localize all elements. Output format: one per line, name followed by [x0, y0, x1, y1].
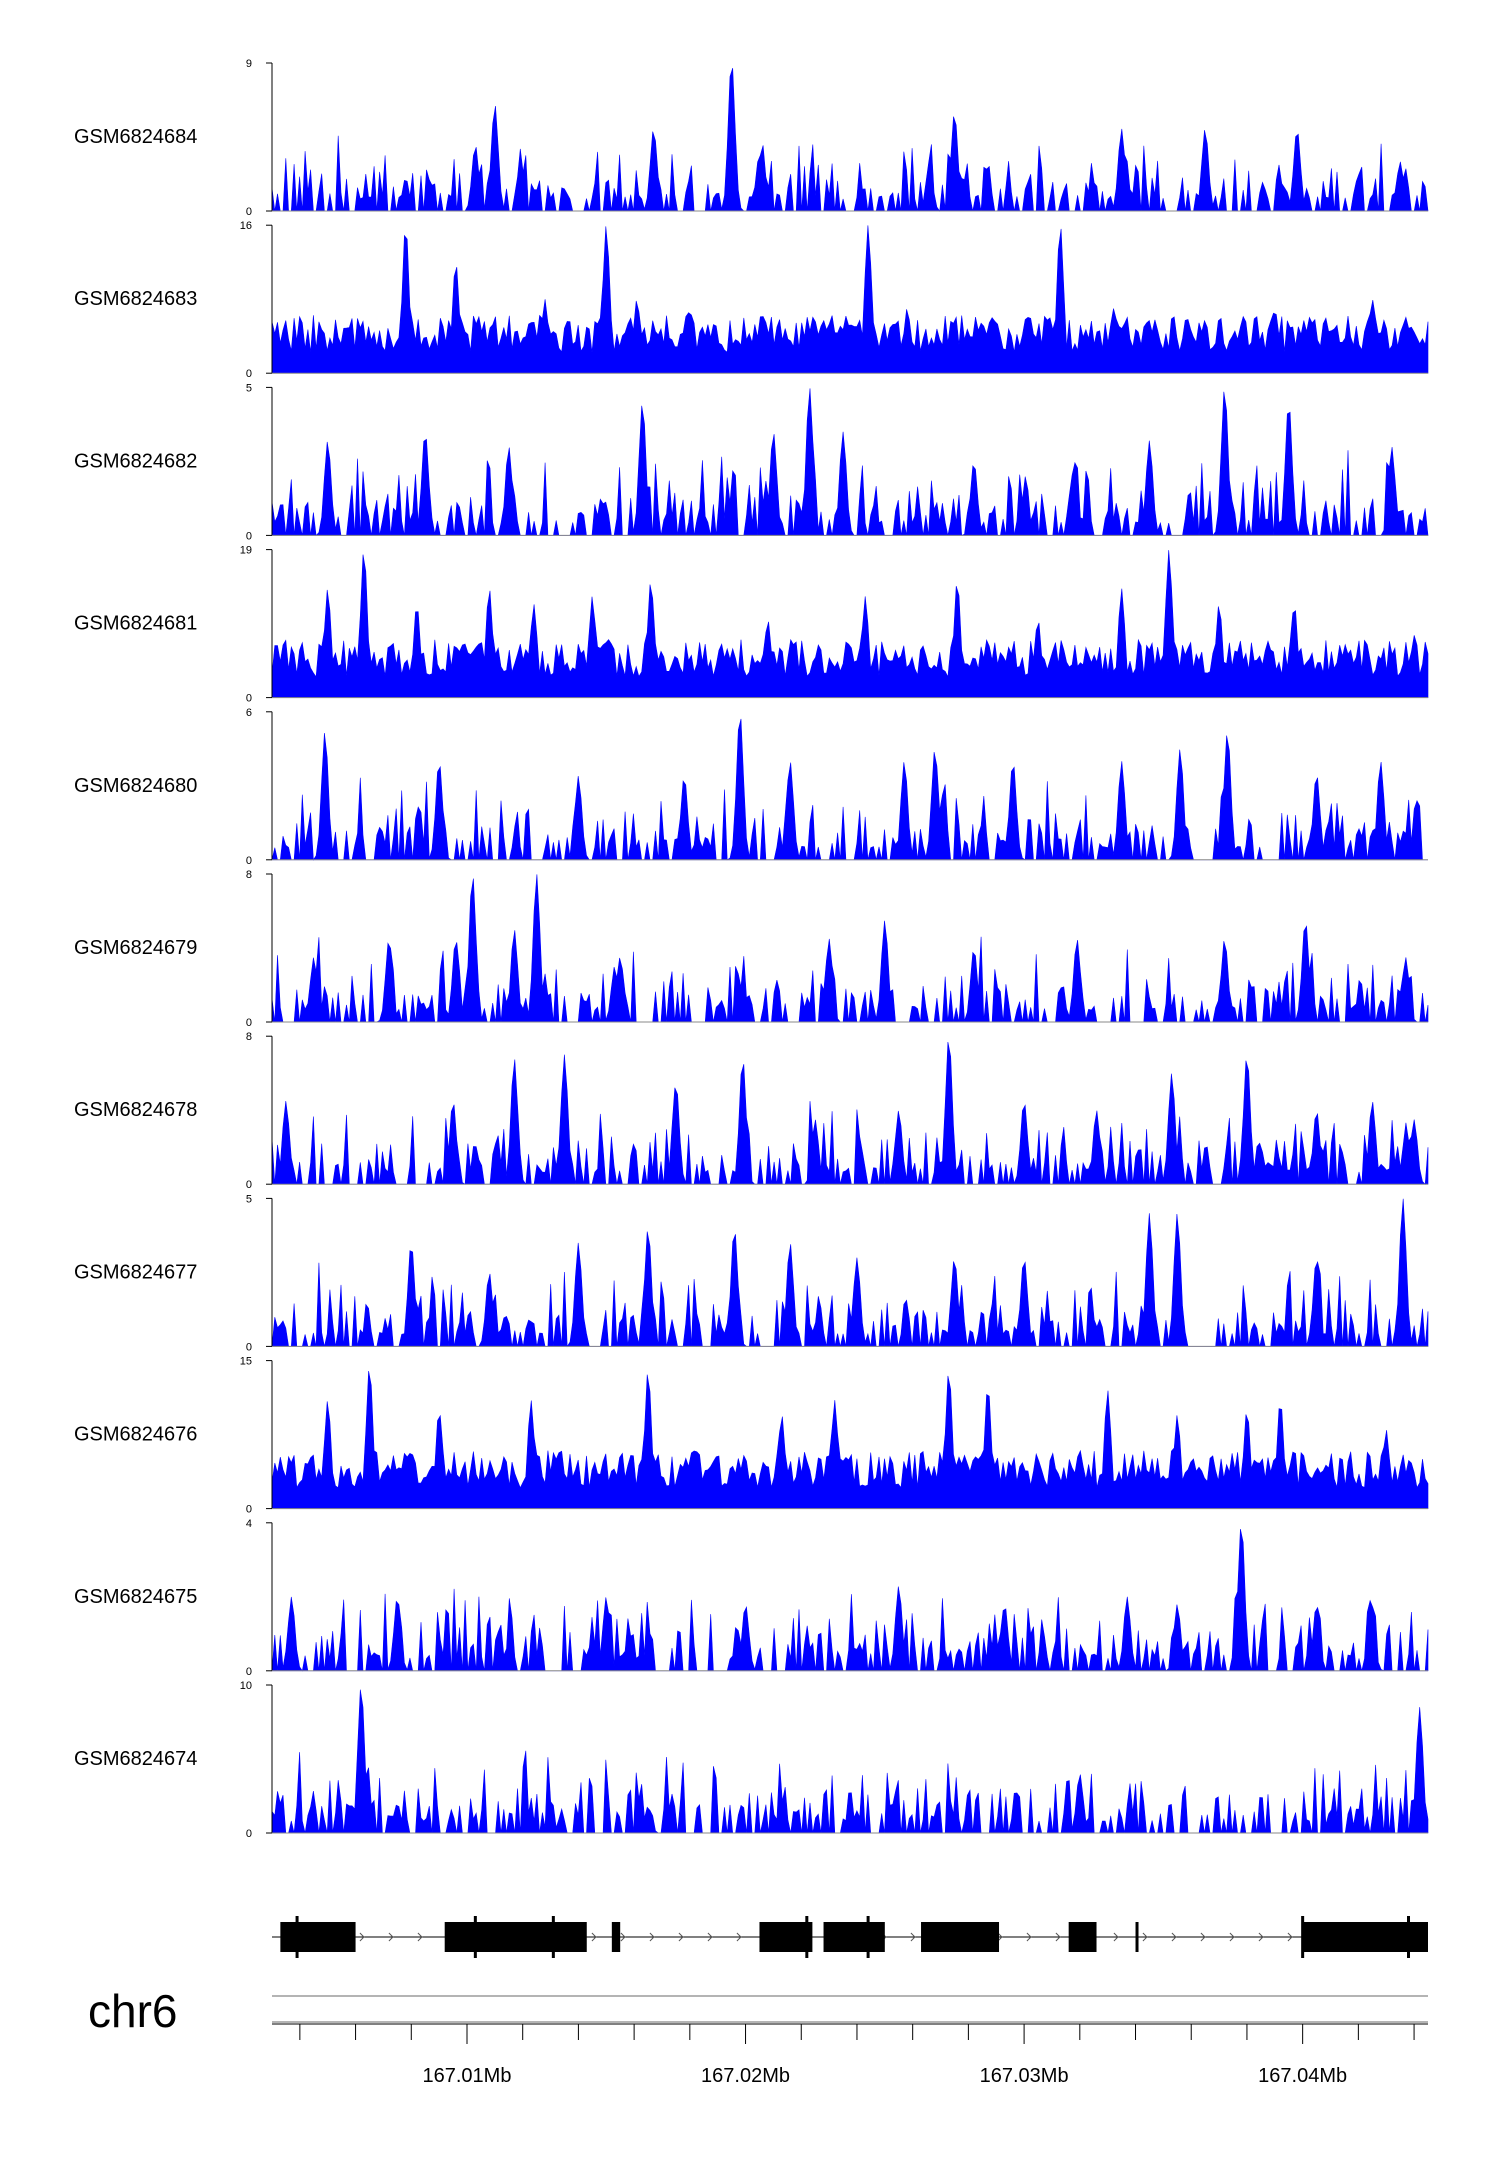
strand-arrow: [707, 1932, 713, 1942]
strand-arrow: [359, 1932, 365, 1942]
strand-arrow: [388, 1932, 394, 1942]
strand-arrow: [620, 1932, 626, 1942]
strand-arrow: [1287, 1932, 1293, 1942]
x-tick-label: 167.04Mb: [1258, 2065, 1347, 2087]
strand-arrow: [1229, 1932, 1235, 1942]
y-max-label: 5: [246, 382, 252, 394]
signal-area: [271, 68, 1429, 212]
signal-area: [271, 1041, 1429, 1186]
y-max-label: 8: [246, 1031, 252, 1043]
strand-arrow: [1142, 1932, 1148, 1942]
y-max-label: 8: [246, 869, 252, 881]
exon-marker: [551, 1916, 555, 1958]
x-tick-label: 167.03Mb: [980, 2065, 1069, 2087]
exon: [823, 1922, 885, 1952]
gene-model: [272, 1916, 1428, 2023]
strand-arrow: [649, 1932, 655, 1942]
track-6: 8 0 GSM6824679: [74, 869, 1429, 1029]
y-max-label: 15: [240, 1356, 252, 1368]
strand-arrow: [1200, 1932, 1206, 1942]
track-4: 19 0 GSM6824681: [74, 545, 1429, 705]
exon: [921, 1922, 1000, 1952]
y-min-label: 0: [246, 1828, 252, 1840]
strand-arrow: [1171, 1932, 1177, 1942]
y-min-label: 0: [246, 368, 252, 380]
exon: [1068, 1922, 1097, 1952]
track-label: GSM6824681: [74, 613, 197, 635]
strand-arrow: [1026, 1932, 1032, 1942]
track-2: 16 0 GSM6824683: [74, 220, 1429, 380]
y-max-label: 5: [246, 1193, 252, 1205]
signal-area: [271, 1370, 1429, 1509]
strand-arrow: [1113, 1932, 1119, 1942]
track-label: GSM6824683: [74, 288, 197, 310]
exon-marker: [1301, 1916, 1305, 1958]
track-8: 5 0 GSM6824677: [74, 1193, 1429, 1353]
track-label: GSM6824674: [74, 1748, 197, 1770]
x-tick-label: 167.01Mb: [423, 2065, 512, 2087]
signal-area: [271, 1689, 1429, 1834]
y-max-label: 10: [240, 1680, 252, 1692]
y-min-label: 0: [246, 206, 252, 218]
y-min-label: 0: [246, 1666, 252, 1678]
y-max-label: 9: [246, 58, 252, 70]
track-7: 8 0 GSM6824678: [74, 1031, 1429, 1191]
exon-marker: [805, 1916, 809, 1958]
x-axis: 167.01Mb 167.02Mb 167.03Mb 167.04Mb: [272, 2023, 1428, 2087]
strand-arrow: [1258, 1932, 1264, 1942]
signal-area: [271, 1198, 1429, 1348]
signal-area: [271, 718, 1428, 861]
exon-marker: [295, 1916, 299, 1958]
y-max-label: 4: [246, 1518, 252, 1530]
y-min-label: 0: [246, 855, 252, 867]
track-label: GSM6824684: [74, 126, 197, 148]
track-1: 9 0 GSM6824684: [74, 58, 1429, 218]
track-3: 5 0 GSM6824682: [74, 382, 1429, 542]
signal-area: [271, 550, 1429, 698]
track-label: GSM6824678: [74, 1099, 197, 1121]
track-label: GSM6824677: [74, 1261, 197, 1283]
track-11: 10 0 GSM6824674: [74, 1680, 1429, 1840]
y-max-label: 6: [246, 707, 252, 719]
exon-marker: [473, 1916, 477, 1958]
y-min-label: 0: [246, 1179, 252, 1191]
y-min-label: 0: [246, 1341, 252, 1353]
strand-arrow: [678, 1932, 684, 1942]
x-tick-label: 167.02Mb: [701, 2065, 790, 2087]
track-label: GSM6824680: [74, 775, 197, 797]
track-label: GSM6824679: [74, 937, 197, 959]
exon-marker: [866, 1916, 870, 1958]
track-10: 4 0 GSM6824675: [74, 1518, 1429, 1678]
track-9: 15 0 GSM6824676: [74, 1356, 1429, 1516]
signal-area: [271, 388, 1429, 537]
y-min-label: 0: [246, 1017, 252, 1029]
track-label: GSM6824682: [74, 450, 197, 472]
exon: [611, 1922, 621, 1952]
exon: [1135, 1922, 1139, 1952]
exon: [759, 1922, 813, 1952]
exon: [280, 1922, 356, 1952]
exon-marker: [1407, 1916, 1411, 1958]
y-max-label: 16: [240, 220, 252, 232]
strand-arrow: [910, 1932, 916, 1942]
exon: [444, 1922, 587, 1952]
strand-arrow: [1055, 1932, 1061, 1942]
track-label: GSM6824676: [74, 1424, 197, 1446]
track-5: 6 0 GSM6824680: [74, 707, 1428, 867]
strand-arrow: [591, 1932, 597, 1942]
chromosome-label: chr6: [88, 1985, 177, 2037]
strand-arrow: [417, 1932, 423, 1942]
strand-arrow: [736, 1932, 742, 1942]
signal-area: [271, 1528, 1429, 1672]
y-min-label: 0: [246, 530, 252, 542]
track-label: GSM6824675: [74, 1586, 197, 1608]
y-min-label: 0: [246, 693, 252, 705]
strand-arrow: [997, 1932, 1003, 1942]
signal-area: [271, 225, 1429, 374]
y-min-label: 0: [246, 1504, 252, 1516]
y-max-label: 19: [240, 545, 252, 557]
signal-area: [271, 874, 1429, 1023]
